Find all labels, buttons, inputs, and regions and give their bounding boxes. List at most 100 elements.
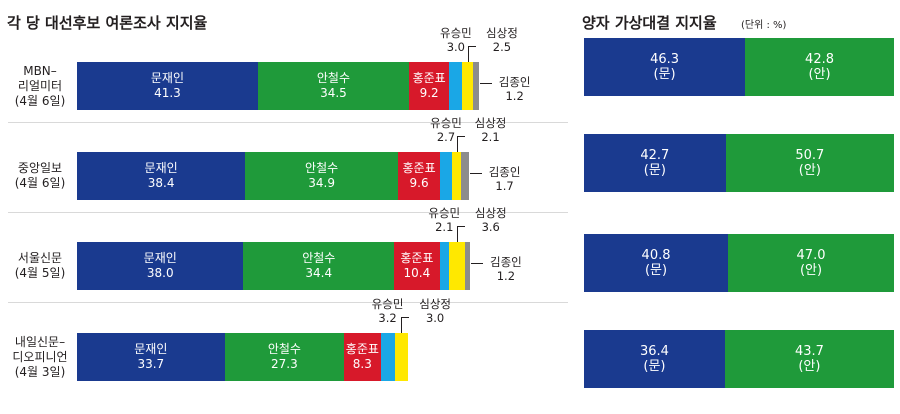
candidate-value: 3.6	[481, 220, 500, 234]
matchup-bar-moon	[584, 38, 746, 96]
candidate-name: 유승민	[371, 297, 404, 311]
candidate-name: 유승민	[428, 206, 461, 220]
bar-segment-hong	[394, 242, 440, 290]
candidate-name: 유승민	[439, 26, 472, 40]
matchup-tag: (안)	[798, 359, 821, 374]
bar-segment-kim	[461, 152, 469, 200]
bar-label-hong: 홍준표 9.2	[409, 71, 449, 101]
poll-source-label-line: 서울신문	[17, 251, 63, 265]
candidate-name: 유승민	[430, 116, 462, 130]
leader-line-sim	[467, 46, 476, 47]
callout-yoo: 유승민 3.0	[426, 26, 486, 54]
matchup-bar-ahn	[728, 234, 894, 292]
callout-yoo: 유승민 2.1	[414, 206, 474, 234]
callout-yoo: 유승민 3.2	[358, 297, 418, 325]
poll-source-label-line: MBN–	[23, 63, 57, 78]
matchup-label-moon: 40.8 (문)	[584, 248, 728, 278]
matchup-value: 40.8	[641, 248, 671, 263]
bar-segment-hong	[344, 333, 381, 381]
matchup-bar-ahn	[745, 38, 894, 96]
bar-label-moon: 문재인 41.3	[77, 71, 258, 101]
candidate-value: 27.3	[271, 357, 298, 371]
callout-sim: 심상정 3.6	[465, 206, 517, 234]
candidate-name: 심상정	[419, 297, 451, 311]
matchup-label-moon: 42.7 (문)	[584, 148, 726, 178]
matchup-tag: (문)	[643, 359, 666, 374]
row-divider	[8, 122, 568, 123]
poll-source-label: 내일신문– 디오피니언 (4월 3일)	[8, 335, 72, 380]
matchup-label-ahn: 42.8 (안)	[745, 52, 894, 82]
matchup-bar-moon	[584, 234, 729, 292]
matchup-label-moon: 46.3 (문)	[584, 52, 745, 82]
row-divider	[8, 302, 568, 303]
candidate-name: 문재인	[150, 71, 184, 85]
bar-label-moon: 문재인 38.0	[77, 251, 243, 281]
callout-sim: 심상정 2.1	[465, 116, 517, 144]
callout-yoo: 유승민 2.7	[416, 116, 476, 144]
leader-line-sim	[456, 136, 458, 152]
candidate-name: 김종인	[498, 75, 531, 89]
matchup-tag: (문)	[653, 67, 676, 82]
matchup-tag: (문)	[643, 163, 666, 178]
poll-source-label-line: 중앙일보	[17, 161, 63, 175]
poll-source-label-line: (4월 5일)	[14, 266, 66, 280]
bar-label-hong: 홍준표 9.6	[398, 161, 440, 191]
candidate-name: 안철수	[316, 71, 350, 85]
candidate-value: 9.2	[419, 86, 439, 100]
bar-label-moon: 문재인 38.4	[77, 161, 245, 191]
candidate-value: 3.0	[446, 40, 465, 54]
candidate-value: 38.0	[146, 266, 174, 280]
candidate-name: 심상정	[474, 116, 507, 130]
poll-source-label-line: 디오피니언	[12, 349, 68, 364]
matchup-bar-ahn	[724, 330, 894, 388]
matchup-label-ahn: 47.0 (안)	[728, 248, 894, 278]
candidate-value: 34.5	[320, 86, 347, 100]
bar-segment-sim	[451, 152, 462, 200]
bar-segment-ahn	[257, 62, 409, 110]
candidate-value: 1.7	[495, 179, 514, 193]
callout-kim: 김종인 1.7	[479, 165, 531, 193]
bar-label-hong: 홍준표 10.4	[394, 251, 440, 281]
leader-line-sim	[456, 226, 465, 227]
right-chart-unit: (단위 : %)	[741, 20, 787, 31]
matchup-value: 36.4	[639, 344, 669, 359]
candidate-name: 문재인	[134, 342, 168, 356]
candidate-name: 문재인	[144, 161, 178, 175]
matchup-value: 47.0	[796, 248, 826, 263]
candidate-name: 홍준표	[345, 342, 379, 356]
candidate-value: 41.3	[154, 86, 181, 100]
candidate-name: 김종인	[490, 255, 522, 269]
leader-line-sim	[401, 317, 403, 333]
candidate-value: 3.0	[425, 311, 445, 325]
poll-source-label: 서울신문 (4월 5일)	[8, 251, 72, 281]
bar-segment-yoo	[440, 152, 452, 200]
candidate-value: 1.2	[496, 269, 516, 283]
bar-segment-kim	[473, 62, 479, 110]
candidate-value: 33.7	[137, 357, 165, 371]
bar-label-ahn: 안철수 34.5	[258, 71, 409, 101]
matchup-bar-ahn	[725, 134, 894, 192]
bar-segment-kim	[464, 242, 470, 290]
bar-segment-hong	[398, 152, 441, 200]
bar-segment-moon	[77, 152, 246, 200]
matchup-label-moon: 36.4 (문)	[584, 344, 725, 374]
row-divider	[8, 212, 568, 213]
bar-segment-ahn	[224, 333, 345, 381]
candidate-value: 3.2	[378, 311, 397, 325]
candidate-value: 2.5	[492, 40, 512, 54]
bar-segment-hong	[409, 62, 450, 110]
candidate-value: 1.2	[505, 89, 524, 103]
matchup-tag: (안)	[798, 163, 821, 178]
bar-segment-sim	[448, 242, 465, 290]
candidate-value: 8.3	[352, 357, 372, 371]
leader-line-sim	[467, 46, 469, 62]
matchup-label-ahn: 50.7 (안)	[726, 148, 894, 178]
candidate-name: 홍준표	[412, 71, 446, 85]
candidate-name: 심상정	[474, 206, 507, 220]
poll-source-label-line: (4월 6일)	[14, 93, 66, 108]
matchup-tag: (문)	[644, 263, 668, 278]
candidate-name: 홍준표	[402, 161, 436, 175]
candidate-name: 안철수	[305, 161, 339, 175]
leader-line-sim	[401, 317, 410, 318]
